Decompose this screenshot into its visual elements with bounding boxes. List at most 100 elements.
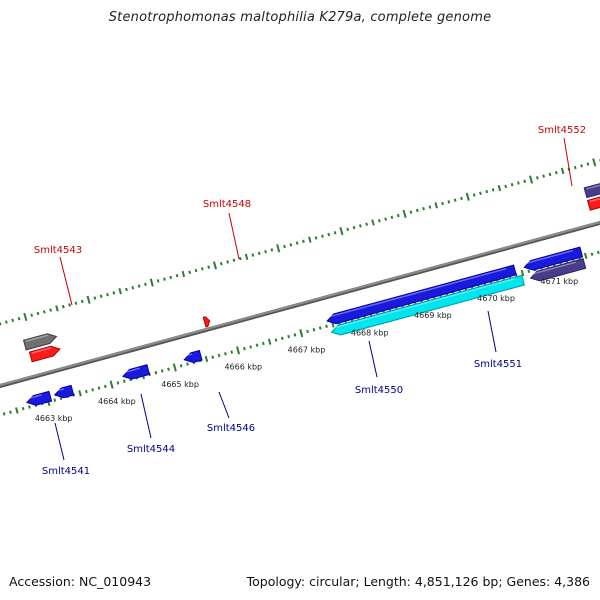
gene-label: Smlt4548 [203, 199, 251, 210]
gene-feature [202, 316, 211, 328]
forward-tick [17, 316, 21, 321]
reverse-tick [287, 334, 290, 339]
forward-tick [586, 162, 590, 166]
forward-tick [23, 312, 28, 322]
forward-tick [377, 219, 381, 223]
gene-feature-highlight [123, 367, 140, 374]
forward-tick [580, 164, 583, 168]
forward-tick [352, 225, 356, 230]
gene-label: Smlt4544 [127, 444, 175, 455]
reverse-tick [59, 396, 63, 401]
forward-tick [36, 311, 40, 316]
forward-tick [175, 274, 179, 278]
tick-label: 4665 kbp [161, 380, 199, 389]
forward-tick [80, 299, 84, 304]
gene-feature [529, 258, 587, 282]
genome-backbone [0, 220, 600, 389]
forward-tick [289, 243, 293, 247]
reverse-tick [274, 338, 278, 342]
forward-tick [460, 196, 463, 201]
forward-tick [68, 303, 71, 307]
forward-tick [321, 234, 324, 238]
gene-label-leader [59, 256, 73, 306]
gene-feature-highlight [332, 278, 515, 330]
reverse-tick [236, 346, 241, 355]
forward-tick [453, 198, 457, 202]
gene-feature-highlight [586, 184, 600, 190]
gene-labels: Smlt4541 Smlt4543 Smlt4544 Smlt4546 Smlt4548… [34, 125, 586, 477]
forward-tick [479, 191, 482, 195]
tick-label: 4667 kbp [288, 345, 326, 354]
forward-tick [548, 172, 552, 177]
tick-label: 4669 kbp [414, 311, 452, 320]
reverse-tick [280, 336, 284, 341]
forward-tick [333, 231, 337, 235]
reverse-tick [186, 362, 189, 366]
forward-tick [523, 179, 527, 183]
reverse-tick [230, 350, 234, 354]
forward-tick [188, 270, 192, 274]
forward-tick [194, 268, 198, 273]
reverse-tick [243, 346, 246, 351]
gene-feature [28, 345, 61, 363]
reverse-tick [224, 352, 227, 356]
tick-label: 4666 kbp [224, 363, 262, 372]
forward-tick [276, 244, 281, 253]
forward-tick [390, 215, 394, 220]
reverse-tick [318, 326, 322, 330]
gene-feature-highlight [589, 197, 600, 203]
forward-tick [212, 261, 217, 270]
forward-tick [510, 182, 514, 187]
gene-feature-highlight [27, 394, 42, 400]
gene-label: Smlt4550 [355, 385, 403, 396]
reverse-tick [293, 333, 297, 337]
forward-tick [592, 158, 597, 167]
forward-tick [422, 207, 425, 211]
forward-tick [409, 210, 413, 214]
reverse-tick [91, 388, 95, 392]
forward-tick [428, 205, 432, 209]
reverse-tick [9, 410, 12, 414]
forward-tick [434, 202, 438, 209]
forward-tick [535, 176, 539, 180]
forward-tick [529, 175, 534, 184]
gene-feature-highlight [531, 261, 576, 275]
forward-tick [270, 248, 274, 252]
forward-tick [131, 286, 135, 290]
reverse-tick [103, 384, 107, 389]
gene-feature-highlight [31, 347, 52, 354]
forward-tick [106, 292, 109, 297]
forward-tick [415, 208, 419, 213]
reverse-tick [167, 367, 170, 371]
tick-label: 4663 kbp [35, 414, 73, 423]
reverse-tick [299, 329, 304, 338]
reverse-tick [312, 328, 316, 332]
reverse-tick [583, 252, 588, 260]
reverse-tick [325, 324, 328, 329]
forward-tick [30, 313, 34, 317]
forward-tick [42, 310, 46, 314]
gene-feature [25, 390, 53, 406]
gene-feature-highlight [327, 267, 507, 318]
forward-tick [295, 241, 299, 245]
gene-feature-highlight [185, 353, 193, 357]
forward-tick [5, 320, 8, 324]
gene-feature [330, 274, 525, 336]
gene-label: Smlt4551 [474, 359, 522, 370]
forward-tick [61, 304, 65, 309]
forward-tick [112, 291, 116, 295]
forward-tick [573, 165, 577, 170]
forward-tick [314, 236, 318, 240]
reverse-tick [267, 338, 272, 345]
reverse-tick [204, 355, 209, 363]
forward-tick [55, 305, 59, 312]
reverse-tick [306, 329, 309, 334]
tick-labels: 4663 kbp 4664 kbp 4665 kbp 4666 kbp 4667 kbp… [35, 277, 578, 423]
forward-tick [49, 308, 52, 312]
forward-tick [485, 189, 489, 194]
forward-tick [504, 184, 508, 189]
gene-label: Smlt4552 [538, 125, 586, 136]
forward-tick [346, 227, 350, 232]
gene-feature [53, 384, 75, 399]
